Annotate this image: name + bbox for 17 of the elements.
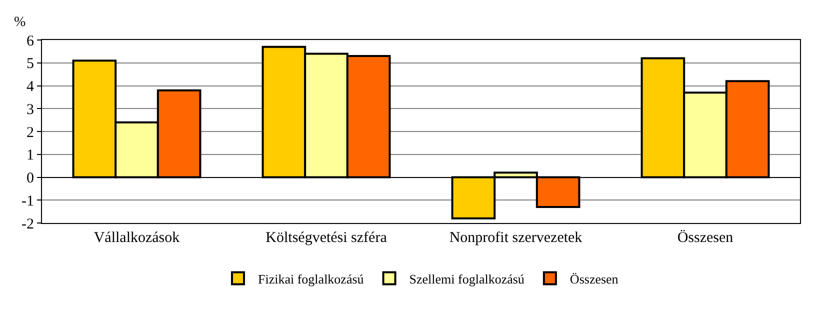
y-tick-label: 1	[26, 148, 34, 164]
y-tick-label: 4	[26, 79, 34, 95]
x-tick-label: Összesen	[677, 229, 734, 246]
x-tick-label: Nonprofit szervezetek	[449, 230, 583, 246]
y-tick-label: 5	[26, 56, 34, 72]
y-axis-title: %	[14, 15, 26, 30]
legend-label: Összesen	[570, 271, 619, 286]
y-tick-label: -1	[22, 193, 34, 210]
y-tick-label: -2	[22, 216, 34, 232]
x-tick-label: Vállalkozások	[94, 230, 180, 246]
x-tick-label: Költségvetési szféra	[266, 230, 388, 246]
legend-label: Fizikai foglalkozású	[258, 271, 364, 286]
y-tick-label: 3	[26, 102, 34, 118]
y-tick-label: 6	[26, 33, 34, 50]
legend-label: Szellemi foglalkozású	[409, 271, 525, 286]
y-tick-label: 2	[26, 124, 34, 141]
y-tick-label: 0	[26, 170, 34, 186]
